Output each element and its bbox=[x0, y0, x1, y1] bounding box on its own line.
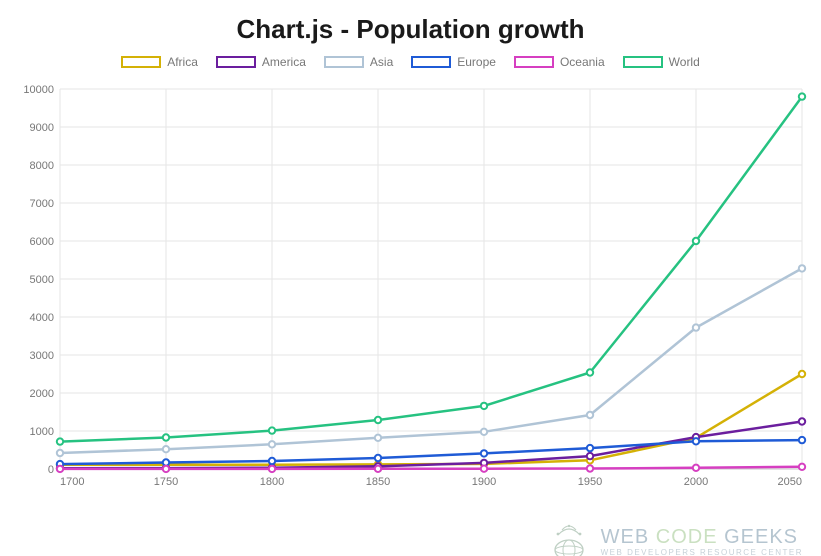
legend: Africa America Asia Europe Oceania World bbox=[0, 55, 821, 69]
y-tick-label: 3000 bbox=[30, 350, 54, 362]
data-point[interactable] bbox=[375, 435, 381, 441]
x-tick-label: 1800 bbox=[260, 476, 284, 488]
legend-label: Europe bbox=[457, 55, 496, 69]
legend-item-europe[interactable]: Europe bbox=[411, 55, 496, 69]
x-tick-label: 1750 bbox=[154, 476, 178, 488]
series-europe bbox=[57, 437, 805, 467]
data-point[interactable] bbox=[57, 450, 63, 456]
watermark-subtitle: WEB DEVELOPERS RESOURCE CENTER bbox=[601, 549, 803, 556]
legend-item-asia[interactable]: Asia bbox=[324, 55, 393, 69]
y-tick-label: 6000 bbox=[30, 236, 54, 248]
y-tick-label: 5000 bbox=[30, 274, 54, 286]
chart-title: Chart.js - Population growth bbox=[0, 14, 821, 45]
legend-label: Oceania bbox=[560, 55, 605, 69]
legend-swatch bbox=[324, 56, 364, 68]
y-tick-label: 10000 bbox=[23, 84, 54, 96]
legend-swatch bbox=[216, 56, 256, 68]
legend-swatch bbox=[514, 56, 554, 68]
data-point[interactable] bbox=[375, 417, 381, 423]
data-point[interactable] bbox=[481, 403, 487, 409]
series-asia bbox=[57, 265, 805, 456]
series-world bbox=[57, 93, 805, 444]
series-line bbox=[60, 268, 802, 453]
legend-label: World bbox=[669, 55, 700, 69]
data-point[interactable] bbox=[57, 438, 63, 444]
data-point[interactable] bbox=[799, 371, 805, 377]
y-tick-label: 7000 bbox=[30, 198, 54, 210]
watermark: WEB CODE GEEKS WEB DEVELOPERS RESOURCE C… bbox=[547, 520, 803, 556]
data-point[interactable] bbox=[57, 466, 63, 472]
legend-item-africa[interactable]: Africa bbox=[121, 55, 198, 69]
legend-label: Asia bbox=[370, 55, 393, 69]
data-point[interactable] bbox=[587, 369, 593, 375]
data-point[interactable] bbox=[375, 455, 381, 461]
series-line bbox=[60, 97, 802, 442]
line-chart: 0 1000 2000 3000 4000 5000 6000 7000 8000 9000 100… bbox=[12, 81, 809, 491]
y-tick-label: 1000 bbox=[30, 426, 54, 438]
data-point[interactable] bbox=[269, 441, 275, 447]
legend-swatch bbox=[411, 56, 451, 68]
data-point[interactable] bbox=[269, 466, 275, 472]
data-point[interactable] bbox=[481, 466, 487, 472]
x-tick-label: 2050 bbox=[778, 476, 802, 488]
y-tick-label: 2000 bbox=[30, 388, 54, 400]
legend-swatch bbox=[623, 56, 663, 68]
globe-icon bbox=[547, 520, 591, 556]
data-point[interactable] bbox=[799, 464, 805, 470]
legend-item-america[interactable]: America bbox=[216, 55, 306, 69]
data-point[interactable] bbox=[481, 429, 487, 435]
data-point[interactable] bbox=[587, 453, 593, 459]
data-point[interactable] bbox=[799, 437, 805, 443]
legend-label: Africa bbox=[167, 55, 198, 69]
data-point[interactable] bbox=[269, 427, 275, 433]
series-africa bbox=[57, 371, 805, 468]
data-point[interactable] bbox=[375, 466, 381, 472]
data-point[interactable] bbox=[587, 445, 593, 451]
x-tick-label: 1900 bbox=[472, 476, 496, 488]
legend-item-world[interactable]: World bbox=[623, 55, 700, 69]
series-line bbox=[60, 374, 802, 465]
data-point[interactable] bbox=[799, 93, 805, 99]
legend-label: America bbox=[262, 55, 306, 69]
data-point[interactable] bbox=[693, 438, 699, 444]
data-point[interactable] bbox=[693, 238, 699, 244]
y-tick-label: 8000 bbox=[30, 160, 54, 172]
data-point[interactable] bbox=[587, 412, 593, 418]
watermark-title: WEB CODE GEEKS bbox=[601, 527, 803, 547]
x-tick-label: 1700 bbox=[60, 476, 84, 488]
data-point[interactable] bbox=[799, 418, 805, 424]
y-tick-label: 9000 bbox=[30, 122, 54, 134]
data-point[interactable] bbox=[693, 324, 699, 330]
data-point[interactable] bbox=[269, 458, 275, 464]
legend-swatch bbox=[121, 56, 161, 68]
grid: 0 1000 2000 3000 4000 5000 6000 7000 8000 9000 100… bbox=[23, 84, 802, 488]
series-line bbox=[60, 440, 802, 464]
data-point[interactable] bbox=[163, 466, 169, 472]
chart-area: 0 1000 2000 3000 4000 5000 6000 7000 8000 9000 100… bbox=[12, 81, 809, 491]
data-point[interactable] bbox=[163, 434, 169, 440]
y-tick-label: 0 bbox=[48, 464, 54, 476]
data-point[interactable] bbox=[693, 465, 699, 471]
data-point[interactable] bbox=[587, 465, 593, 471]
x-tick-label: 1850 bbox=[366, 476, 390, 488]
legend-item-oceania[interactable]: Oceania bbox=[514, 55, 605, 69]
data-point[interactable] bbox=[481, 450, 487, 456]
y-tick-label: 4000 bbox=[30, 312, 54, 324]
x-tick-label: 1950 bbox=[578, 476, 602, 488]
x-tick-label: 2000 bbox=[684, 476, 708, 488]
data-point[interactable] bbox=[799, 265, 805, 271]
data-point[interactable] bbox=[163, 446, 169, 452]
